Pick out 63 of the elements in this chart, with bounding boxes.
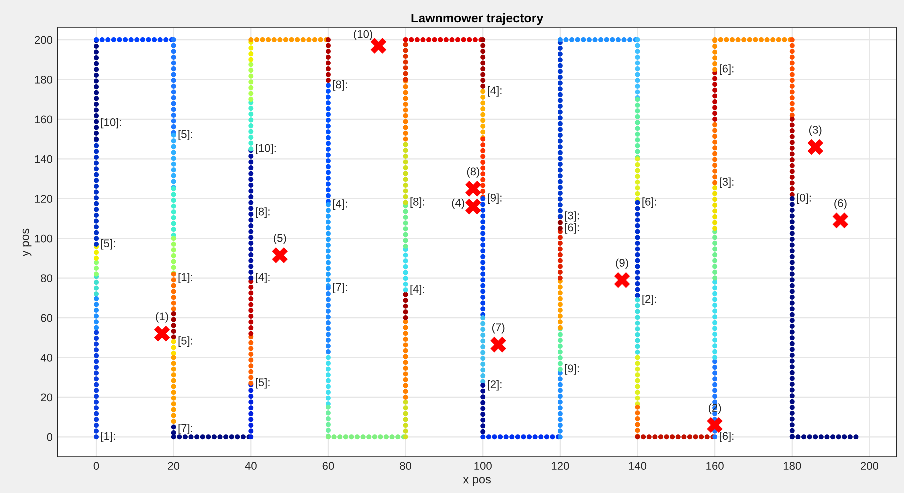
annotation: [5]: — [101, 239, 116, 250]
y-tick-label: 180 — [35, 76, 53, 84]
annotation: [5]: — [256, 378, 270, 389]
x-tick-label: 200 — [860, 462, 879, 470]
annotation: (10) — [354, 30, 372, 40]
y-axis-title: y pos — [22, 228, 32, 257]
y-tick-label: 140 — [35, 155, 53, 164]
annotation: (6) — [834, 199, 847, 210]
annotation: [1]: — [101, 432, 116, 442]
x-tick-label: 140 — [629, 462, 647, 470]
x-tick-label: 40 — [245, 462, 257, 470]
annotation: [0]: — [797, 194, 811, 204]
annotation: [6]: — [565, 223, 580, 234]
x-tick-label: 120 — [552, 462, 570, 470]
annotation: [2]: — [642, 294, 656, 306]
annotation: (1) — [156, 312, 168, 323]
chart-title: Lawnmower trajectory — [412, 13, 544, 26]
annotation: (3) — [809, 126, 822, 136]
x-tick-label: 20 — [168, 462, 180, 470]
annotation: [1]: — [178, 273, 192, 284]
y-tick-label: 120 — [35, 195, 53, 204]
x-tick-label: 80 — [400, 462, 412, 470]
annotation: [6]: — [720, 432, 734, 442]
annotation: [8]: — [256, 208, 270, 218]
annotation: (8) — [467, 167, 480, 178]
x-tick-label: 180 — [784, 462, 802, 470]
annotation: [6]: — [720, 64, 734, 75]
annotation: [7]: — [333, 283, 348, 294]
annotation: [2]: — [488, 380, 502, 391]
y-tick-label: 20 — [41, 394, 53, 402]
annotation: [4]: — [333, 200, 348, 210]
annotation: (4) — [452, 198, 464, 210]
annotation: [3]: — [565, 212, 580, 222]
x-tick-label: 60 — [322, 462, 334, 470]
annotation: [6]: — [642, 198, 656, 208]
annotation: (2) — [708, 404, 722, 414]
y-tick-label: 0 — [47, 433, 53, 442]
annotation: (7) — [492, 323, 505, 334]
y-tick-label: 100 — [35, 234, 53, 243]
y-tick-label: 80 — [41, 274, 53, 282]
y-tick-label: 40 — [40, 354, 53, 362]
annotation: [10]: — [256, 144, 276, 154]
annotation: [5]: — [178, 130, 192, 141]
x-tick-label: 160 — [706, 462, 724, 470]
annotation: (9) — [616, 258, 628, 270]
annotation: [4]: — [256, 273, 270, 284]
annotation: [3]: — [720, 178, 734, 188]
annotation: [9]: — [488, 194, 502, 204]
y-tick-label: 200 — [35, 36, 53, 44]
x-tick-label: 0 — [94, 462, 100, 470]
annotation: [7]: — [178, 424, 192, 434]
annotation: [10]: — [101, 118, 122, 129]
x-axis-title: x pos — [463, 477, 491, 486]
y-tick-label: 160 — [35, 116, 53, 124]
annotation: [9]: — [565, 364, 580, 375]
annotation: (5) — [274, 234, 286, 244]
annotation: [4]: — [410, 285, 424, 296]
annotation: [8]: — [333, 80, 348, 91]
x-tick-label: 100 — [474, 462, 492, 470]
annotation: [8]: — [410, 198, 424, 208]
y-tick-label: 60 — [41, 314, 53, 322]
annotation: [5]: — [178, 336, 192, 348]
annotation: [4]: — [488, 86, 502, 97]
